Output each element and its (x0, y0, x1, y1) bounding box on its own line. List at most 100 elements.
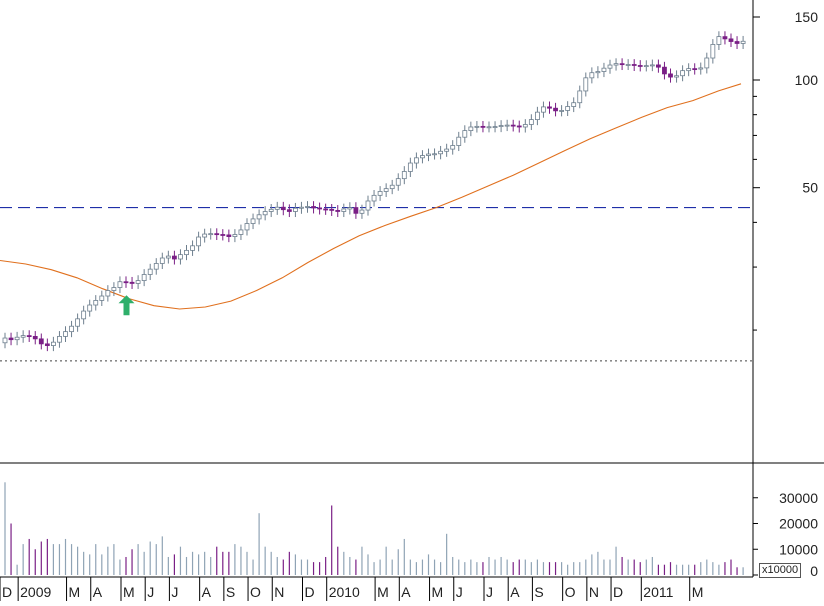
candle-body (323, 208, 329, 211)
candle (589, 67, 595, 84)
candle-body (171, 255, 177, 260)
candle (413, 152, 419, 169)
candle (637, 60, 643, 72)
candle-body (662, 66, 667, 75)
candle (577, 85, 583, 109)
candle-body (190, 245, 195, 251)
candle-body (631, 64, 637, 66)
candle (262, 206, 268, 221)
candle (595, 66, 601, 79)
candle-body (704, 57, 710, 69)
candle-body (299, 206, 304, 209)
candle (504, 119, 510, 132)
candle (81, 305, 87, 325)
candle (468, 121, 474, 137)
candle (710, 39, 716, 64)
candle-body (93, 300, 99, 306)
buy-signal-arrow (118, 295, 135, 316)
candle-body (377, 191, 383, 196)
candle-body (75, 318, 80, 327)
candle (135, 275, 141, 289)
candle (347, 202, 353, 215)
candle-body (492, 126, 498, 128)
candle (698, 62, 704, 75)
time-tick-label: N (589, 584, 599, 600)
candle-body (547, 106, 552, 109)
candle (535, 106, 540, 126)
candle (583, 72, 589, 97)
time-tick-label: J (486, 584, 493, 600)
candle (2, 332, 8, 349)
candle (305, 201, 310, 213)
candle (226, 229, 232, 243)
candle-body (680, 70, 685, 77)
candle-body (565, 106, 571, 111)
candle-body (383, 188, 389, 192)
candle-body (347, 207, 353, 210)
candle-body (607, 64, 613, 69)
candle-body (401, 171, 407, 180)
time-tick-label: A (93, 584, 103, 600)
candle (541, 101, 546, 118)
candle-body (196, 236, 202, 247)
candle (474, 121, 480, 133)
candle-body (57, 336, 62, 343)
candle (178, 249, 183, 265)
candle (335, 205, 341, 218)
candle (456, 131, 462, 152)
price-axis-labels: 50 100 150 (795, 9, 819, 196)
candle (571, 97, 577, 113)
candle-body (305, 206, 310, 208)
time-tick-label: D (2, 584, 12, 600)
candle (407, 157, 413, 178)
candle (674, 70, 679, 83)
candle-body (432, 153, 437, 156)
time-tick-label: A (401, 584, 411, 600)
candle (668, 68, 673, 83)
candle (292, 202, 298, 218)
candle (274, 201, 280, 215)
candle (565, 101, 571, 116)
candle-body (129, 281, 135, 284)
candle-body (8, 337, 14, 341)
candle (99, 290, 105, 306)
candle (432, 148, 437, 160)
candle (444, 143, 450, 157)
time-tick-label: M (69, 584, 81, 600)
candle (202, 228, 208, 243)
candle-body (38, 338, 44, 345)
candle (528, 114, 534, 131)
candle (486, 121, 492, 133)
candle (613, 58, 619, 71)
candle (190, 240, 195, 256)
candle-body (81, 310, 87, 320)
candle (559, 105, 564, 117)
candle (220, 229, 226, 241)
candle (244, 218, 250, 236)
candle-body (220, 234, 226, 236)
candle (383, 183, 389, 198)
time-tick-label: M (123, 584, 135, 600)
candle-body (571, 102, 577, 107)
reference-lines (0, 206, 753, 362)
candle (365, 195, 371, 216)
candle (553, 102, 558, 117)
candle (75, 313, 80, 332)
candle (141, 269, 147, 287)
price-tick-label: 150 (795, 9, 819, 25)
candle (105, 285, 111, 302)
candle-body (522, 124, 528, 128)
moving-average-layer (0, 83, 742, 310)
candle (680, 65, 685, 82)
candle-body (728, 38, 734, 42)
candle-body (722, 36, 728, 40)
candle-body (141, 274, 147, 281)
candle (607, 59, 613, 74)
candle-body (69, 325, 74, 333)
volume-multiplier-label: x10000 (759, 563, 802, 578)
candle-body (407, 162, 413, 172)
candle-body (14, 336, 20, 341)
candle-body (135, 280, 141, 284)
candle-body (63, 331, 68, 337)
